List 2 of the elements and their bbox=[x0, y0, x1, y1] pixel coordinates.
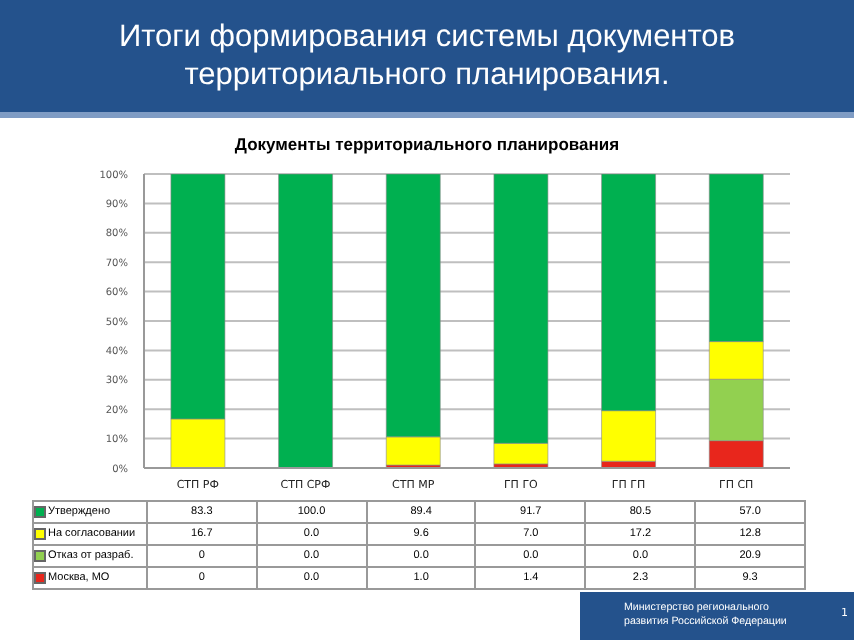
chart-title: Итоги формирования системы документов территориального планирования. bbox=[116, 18, 738, 94]
chart-subtitle: Документы территориального планирования bbox=[232, 134, 622, 154]
